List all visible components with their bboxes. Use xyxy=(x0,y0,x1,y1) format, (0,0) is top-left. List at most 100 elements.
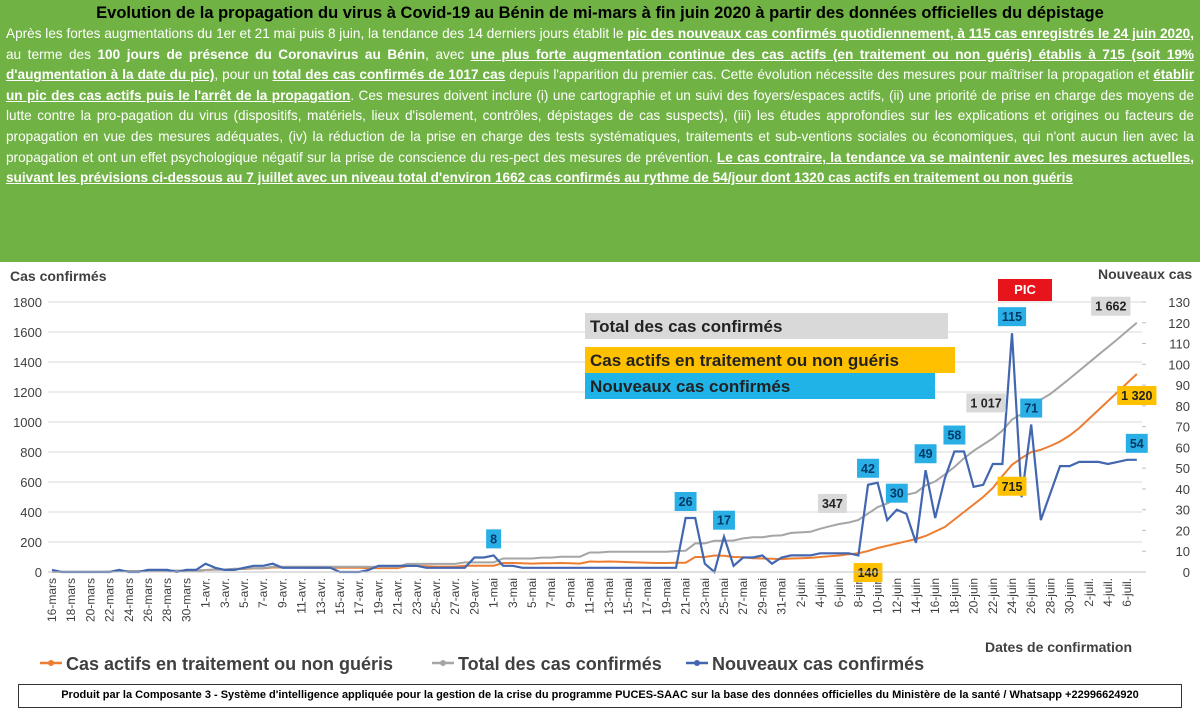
paragraph-segment: Le cas contraire, la tendance va se main… xyxy=(6,149,1195,186)
data-label-box xyxy=(966,393,1006,413)
series-annotation-box xyxy=(585,313,948,339)
y-tick-label: 1800 xyxy=(13,295,42,310)
x-tick-label: 8-juin xyxy=(851,578,865,607)
paragraph-segment: Après les fortes augmentations du 1er et… xyxy=(6,26,628,41)
paragraph-segment: établir un pic des cas actifs puis le l'… xyxy=(6,67,1194,103)
data-label-box xyxy=(817,493,847,513)
data-label-group: 42 xyxy=(857,458,879,478)
data-label: 140 xyxy=(858,566,879,580)
x-tick-label: 27-mai xyxy=(736,578,750,615)
data-label: 1 662 xyxy=(1095,300,1126,314)
y-tick-label: 1000 xyxy=(13,415,42,430)
x-tick-label: 28-mars xyxy=(160,578,174,622)
data-label: 1 017 xyxy=(970,396,1001,410)
data-label: 54 xyxy=(1130,437,1144,451)
y2-tick-label: 0 xyxy=(1183,565,1190,580)
y-tick-label: 200 xyxy=(20,535,42,550)
legend-label: Nouveaux cas confirmés xyxy=(712,654,924,674)
x-tick-label: 7-mai xyxy=(544,578,558,608)
data-label-group: 49 xyxy=(914,444,937,464)
data-label: 49 xyxy=(919,447,933,461)
x-tick-label: 4-juil. xyxy=(1101,578,1115,607)
x-tick-label: 20-juin xyxy=(967,578,981,614)
data-label: 71 xyxy=(1024,402,1038,416)
paragraph-segment: une plus forte augmentation continue des… xyxy=(6,46,1195,83)
x-tick-label: 14-juin xyxy=(909,578,923,614)
x-tick-label: 2-juin xyxy=(794,578,808,607)
data-label: 715 xyxy=(1002,480,1023,494)
data-label-box xyxy=(997,307,1027,327)
data-label-box xyxy=(713,510,735,530)
y2-tick-label: 100 xyxy=(1168,357,1190,372)
x-tick-label: 19-avr. xyxy=(371,578,385,615)
x-tick-label: 11-avr. xyxy=(295,578,309,614)
paragraph-segment: total des cas confirmés de 1017 cas xyxy=(272,67,506,83)
series-annotation-box xyxy=(585,347,955,373)
data-label: 26 xyxy=(679,495,693,509)
data-label-group: 347 xyxy=(817,493,847,513)
data-label-group: 54 xyxy=(1125,433,1148,453)
data-label-group: 1 662 xyxy=(1091,296,1131,316)
x-tick-label: 27-avr. xyxy=(448,578,462,615)
x-tick-label: 2-juil. xyxy=(1082,578,1096,607)
x-tick-label: 5-avr. xyxy=(237,578,251,608)
data-label-box xyxy=(943,425,966,445)
data-label-box xyxy=(1125,433,1148,453)
x-tick-label: 21-mai xyxy=(679,578,693,615)
x-tick-label: 15-avr. xyxy=(333,578,347,615)
x-tick-label: 24-juin xyxy=(1005,578,1019,614)
x-tick-label: 22-mars xyxy=(103,578,117,622)
data-label-group: 8 xyxy=(486,529,502,549)
paragraph-segment: 100 jours de présence du Coronavirus au … xyxy=(97,46,426,62)
peak-annotation: PIC xyxy=(1014,282,1036,297)
x-tick-label: 12-juin xyxy=(890,578,904,614)
paragraph-segment: au terme des xyxy=(6,46,98,62)
y-tick-label: 600 xyxy=(20,475,42,490)
x-tick-label: 11-mai xyxy=(583,578,597,614)
x-tick-label: 18-mars xyxy=(64,578,78,622)
x-tick-label: 17-avr. xyxy=(352,578,366,615)
y2-tick-label: 70 xyxy=(1176,420,1190,435)
x-tick-label: 3-mai xyxy=(506,578,520,608)
header: Evolution de la propagation du virus à C… xyxy=(0,0,1200,262)
data-label-group: 71 xyxy=(1020,398,1043,418)
x-tick-label: 15-mai xyxy=(621,578,635,615)
x-tick-label: 20-mars xyxy=(83,578,97,622)
y-tick-label: 1600 xyxy=(13,325,42,340)
x-tick-label: 19-mai xyxy=(659,578,673,615)
x-axis-title: Dates de confirmation xyxy=(985,639,1132,655)
x-tick-label: 17-mai xyxy=(640,578,654,615)
x-tick-label: 23-mai xyxy=(698,578,712,615)
x-tick-label: 10-juin xyxy=(871,578,885,614)
data-label-group: 115 xyxy=(997,307,1027,327)
data-label: 1 320 xyxy=(1121,389,1152,403)
y2-tick-label: 20 xyxy=(1176,523,1190,538)
x-tick-label: 9-mai xyxy=(563,578,577,608)
data-label-box xyxy=(997,476,1027,496)
y-tick-label: 1400 xyxy=(13,355,42,370)
y2-tick-label: 30 xyxy=(1176,503,1190,518)
paragraph-segment: , pour un xyxy=(214,67,273,83)
y-tick-label: 400 xyxy=(20,505,42,520)
x-tick-label: 1-mai xyxy=(487,578,501,608)
series-annotation: Cas actifs en traitement ou non guéris xyxy=(590,351,899,370)
y2-tick-label: 110 xyxy=(1169,337,1190,352)
peak-box xyxy=(998,279,1052,301)
data-label-group: 1 017 xyxy=(966,393,1006,413)
legend-label: Total des cas confirmés xyxy=(458,654,662,674)
legend-marker xyxy=(694,660,700,666)
y2-tick-label: 50 xyxy=(1176,461,1190,476)
x-tick-label: 9-avr. xyxy=(275,578,289,608)
x-tick-label: 25-avr. xyxy=(429,578,443,615)
data-label-box xyxy=(857,458,879,478)
y2-tick-label: 10 xyxy=(1176,544,1190,559)
x-tick-label: 13-mai xyxy=(602,578,616,615)
x-tick-label: 6-juin xyxy=(832,578,846,607)
data-label: 30 xyxy=(890,487,904,501)
data-label: 115 xyxy=(1002,310,1022,324)
x-tick-label: 23-avr. xyxy=(410,578,424,615)
data-label-box xyxy=(914,444,937,464)
y2-tick-label: 130 xyxy=(1168,295,1190,310)
y2-tick-label: 60 xyxy=(1176,440,1190,455)
x-tick-label: 29-mai xyxy=(755,578,769,615)
